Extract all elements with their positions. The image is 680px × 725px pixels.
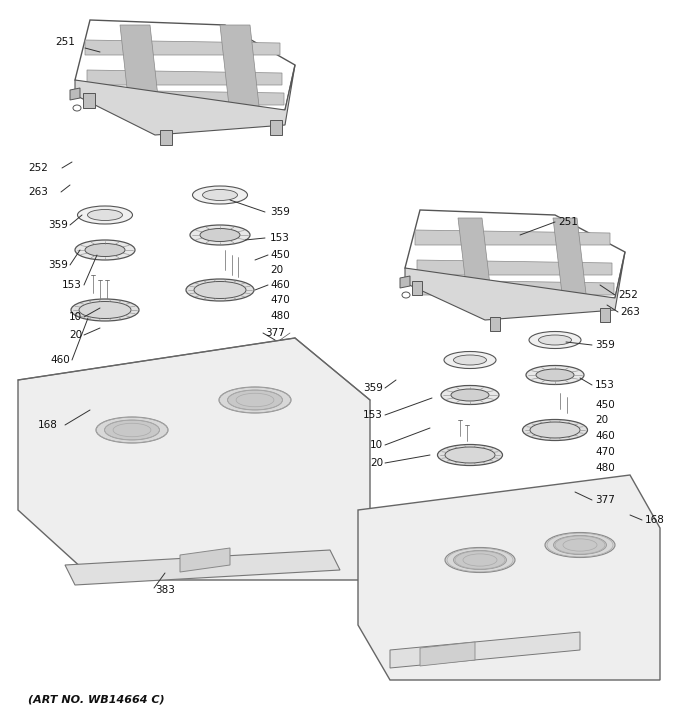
Text: 153: 153: [363, 410, 383, 420]
Ellipse shape: [536, 369, 574, 381]
Polygon shape: [412, 281, 422, 295]
Text: 377: 377: [265, 328, 285, 338]
Polygon shape: [419, 280, 614, 295]
Ellipse shape: [71, 299, 139, 321]
Ellipse shape: [186, 279, 254, 301]
Polygon shape: [600, 308, 610, 322]
Text: 20: 20: [270, 265, 283, 275]
Ellipse shape: [529, 331, 581, 349]
Text: 263: 263: [28, 187, 48, 197]
Polygon shape: [70, 88, 80, 100]
Ellipse shape: [539, 335, 571, 345]
Ellipse shape: [203, 189, 237, 201]
Polygon shape: [553, 218, 587, 302]
Polygon shape: [415, 230, 610, 245]
Ellipse shape: [545, 532, 615, 558]
Ellipse shape: [96, 417, 168, 443]
Text: 460: 460: [595, 431, 615, 441]
Polygon shape: [358, 475, 660, 680]
Ellipse shape: [445, 447, 495, 463]
Ellipse shape: [530, 422, 580, 438]
Polygon shape: [270, 120, 282, 135]
Polygon shape: [390, 632, 580, 668]
Ellipse shape: [105, 420, 160, 440]
Ellipse shape: [190, 225, 250, 245]
Polygon shape: [83, 93, 95, 108]
Text: 470: 470: [595, 447, 615, 457]
Text: 252: 252: [618, 290, 638, 300]
Text: 450: 450: [270, 250, 290, 260]
Text: 20: 20: [69, 330, 82, 340]
Text: (ART NO. WB14664 C): (ART NO. WB14664 C): [28, 695, 165, 705]
Text: 251: 251: [55, 37, 75, 47]
Text: 480: 480: [595, 463, 615, 473]
Ellipse shape: [75, 240, 135, 260]
Ellipse shape: [192, 186, 248, 204]
Ellipse shape: [526, 365, 584, 384]
Text: 20: 20: [370, 458, 383, 468]
Polygon shape: [405, 252, 625, 320]
Text: 251: 251: [558, 217, 578, 227]
Text: 450: 450: [595, 400, 615, 410]
Text: 470: 470: [270, 295, 290, 305]
Ellipse shape: [451, 389, 489, 401]
Ellipse shape: [454, 355, 486, 365]
Text: 168: 168: [645, 515, 665, 525]
Ellipse shape: [445, 547, 515, 573]
Polygon shape: [120, 25, 160, 115]
Polygon shape: [490, 317, 500, 331]
Polygon shape: [18, 338, 370, 580]
Text: 359: 359: [48, 260, 68, 270]
Text: 252: 252: [28, 163, 48, 173]
Text: 168: 168: [38, 420, 58, 430]
Text: 263: 263: [620, 307, 640, 317]
Polygon shape: [160, 130, 172, 145]
Text: 153: 153: [595, 380, 615, 390]
Text: 480: 480: [270, 311, 290, 321]
Ellipse shape: [200, 228, 240, 241]
Ellipse shape: [194, 281, 246, 299]
Polygon shape: [420, 642, 475, 666]
Text: 377: 377: [595, 495, 615, 505]
Ellipse shape: [444, 352, 496, 368]
Text: 460: 460: [50, 355, 70, 365]
Text: 359: 359: [363, 383, 383, 393]
Text: 153: 153: [270, 233, 290, 243]
Ellipse shape: [78, 206, 133, 224]
Polygon shape: [87, 70, 282, 85]
Text: 460: 460: [270, 280, 290, 290]
Ellipse shape: [85, 244, 125, 257]
Text: 10: 10: [370, 440, 383, 450]
Ellipse shape: [554, 536, 607, 555]
Text: 20: 20: [595, 415, 608, 425]
Text: 383: 383: [155, 585, 175, 595]
Polygon shape: [65, 550, 340, 585]
Ellipse shape: [522, 420, 588, 441]
Text: 359: 359: [270, 207, 290, 217]
Ellipse shape: [228, 390, 282, 410]
Polygon shape: [85, 40, 280, 55]
Polygon shape: [75, 65, 295, 135]
Polygon shape: [458, 218, 492, 302]
Polygon shape: [400, 276, 410, 288]
Text: 153: 153: [62, 280, 82, 290]
Ellipse shape: [437, 444, 503, 465]
Text: 10: 10: [69, 312, 82, 322]
Ellipse shape: [454, 550, 507, 570]
Ellipse shape: [88, 210, 122, 220]
Text: 359: 359: [595, 340, 615, 350]
Ellipse shape: [441, 386, 499, 405]
Ellipse shape: [79, 302, 131, 318]
Text: 359: 359: [48, 220, 68, 230]
Polygon shape: [89, 90, 284, 105]
Ellipse shape: [219, 387, 291, 413]
Polygon shape: [180, 548, 230, 572]
Polygon shape: [417, 260, 612, 275]
Polygon shape: [220, 25, 260, 115]
